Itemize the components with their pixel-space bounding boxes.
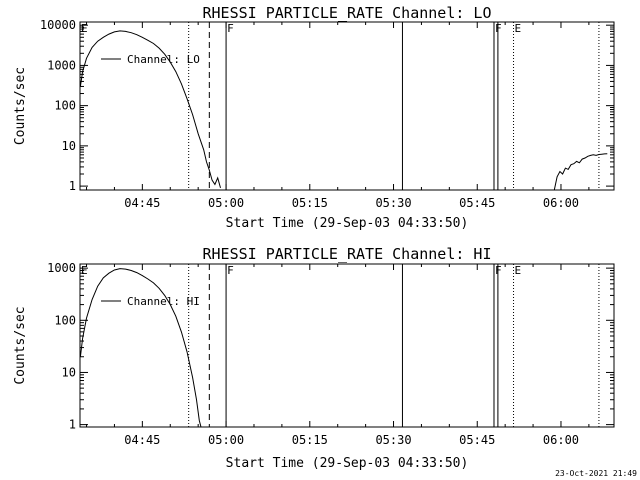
- y-tick-label: 100: [54, 99, 76, 113]
- event-label: F: [227, 264, 234, 277]
- series-line: [79, 30, 221, 189]
- x-tick-label: 04:45: [124, 433, 160, 447]
- y-tick-label: 1: [69, 418, 76, 432]
- chart-title: RHESSI PARTICLE_RATE Channel: HI: [203, 245, 492, 263]
- event-label: E: [515, 264, 522, 277]
- y-tick-label: 10: [62, 365, 76, 379]
- legend-entry: Channel: LO: [127, 53, 200, 66]
- x-axis-label: Start Time (29-Sep-03 04:33:50): [226, 456, 469, 471]
- x-tick-label: 06:00: [543, 196, 579, 210]
- chart-title: RHESSI PARTICLE_RATE Channel: LO: [203, 4, 492, 22]
- x-tick-label: 06:00: [543, 433, 579, 447]
- series-line: [553, 153, 608, 191]
- x-tick-label: 05:00: [208, 433, 244, 447]
- y-tick-label: 1: [69, 179, 76, 193]
- x-axis-label: Start Time (29-Sep-03 04:33:50): [226, 216, 469, 231]
- event-label: E: [515, 22, 522, 35]
- plot-frame: [79, 21, 615, 191]
- x-tick-label: 05:30: [375, 196, 411, 210]
- event-label: F: [227, 22, 234, 35]
- y-tick-label: 10: [62, 139, 76, 153]
- y-tick-label: 1000: [47, 261, 76, 275]
- legend-entry: Channel: HI: [127, 295, 200, 308]
- edge-marker: E: [81, 264, 88, 277]
- x-tick-label: 05:45: [459, 433, 495, 447]
- panel-hi: RHESSI PARTICLE_RATE Channel: HI Start Ti…: [13, 245, 615, 471]
- y-tick-label: 100: [54, 313, 76, 327]
- x-tick-label: 05:00: [208, 196, 244, 210]
- footer-timestamp: 23-Oct-2021 21:49: [555, 469, 637, 478]
- x-tick-label: 05:15: [292, 433, 328, 447]
- x-tick-label: 05:15: [292, 196, 328, 210]
- y-tick-label: 1000: [47, 58, 76, 72]
- series-line: [79, 268, 202, 428]
- x-tick-label: 04:45: [124, 196, 160, 210]
- panel-lo: RHESSI PARTICLE_RATE Channel: LO Start Ti…: [13, 4, 615, 231]
- plot-frame: [79, 263, 615, 428]
- y-axis-label: Counts/sec: [13, 67, 28, 145]
- y-tick-label: 10000: [40, 18, 76, 32]
- y-axis-label: Counts/sec: [13, 306, 28, 384]
- x-tick-label: 05:30: [375, 433, 411, 447]
- edge-marker: E: [81, 22, 88, 35]
- x-tick-label: 05:45: [459, 196, 495, 210]
